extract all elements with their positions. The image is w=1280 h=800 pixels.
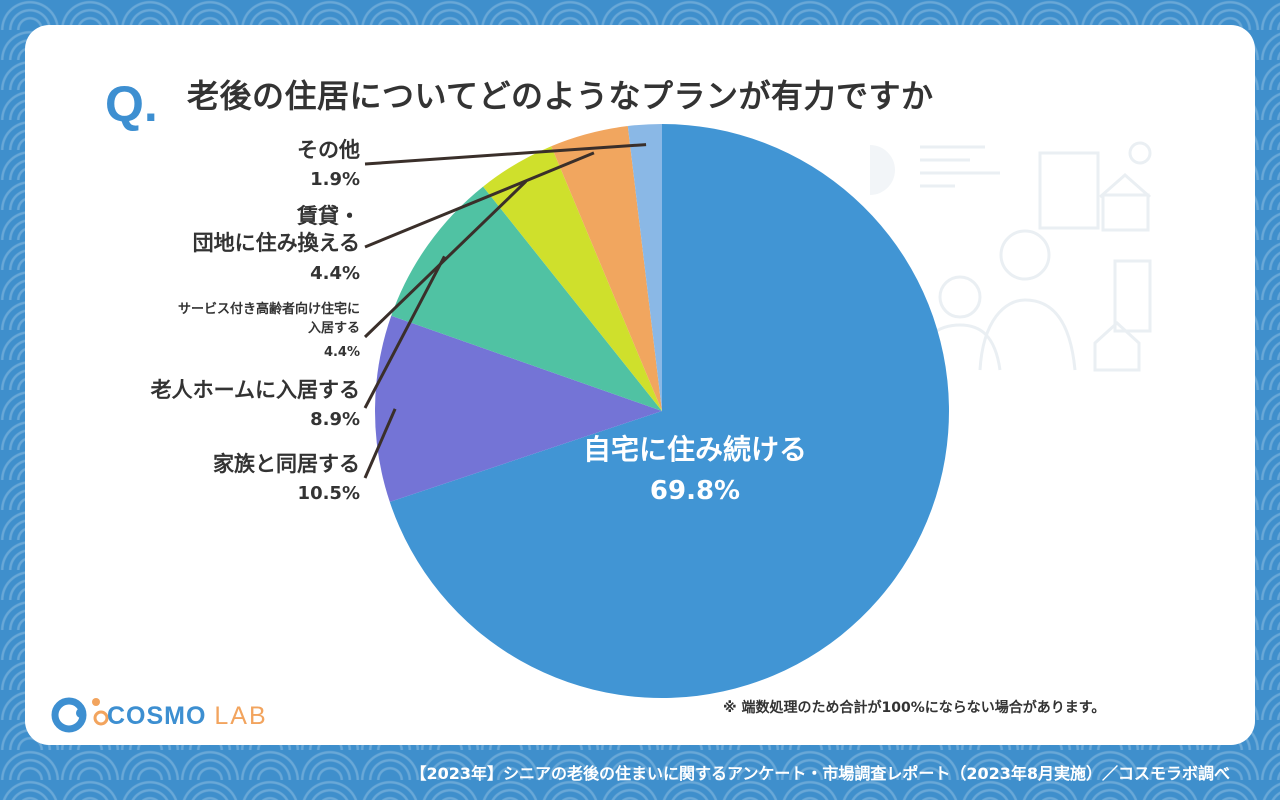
label-rental-name-2: 団地に住み換える bbox=[192, 231, 360, 256]
decorative-illustration bbox=[870, 141, 1152, 372]
label-other-name: その他 bbox=[297, 138, 360, 162]
pie-slice-5 bbox=[627, 124, 662, 411]
label-rental: 賃貸・ 団地に住み換える 4.4% bbox=[193, 203, 360, 285]
label-other: その他 1.9% bbox=[297, 137, 360, 192]
leader-line-slice-4 bbox=[364, 151, 595, 249]
label-family-name: 家族と同居する bbox=[213, 452, 360, 476]
label-home-name: 自宅に住み続ける bbox=[582, 433, 807, 466]
label-service-name-2: 入居する bbox=[307, 320, 360, 336]
pie-slice-0 bbox=[389, 124, 949, 699]
pie-slice-3 bbox=[483, 146, 662, 411]
leader-line-slice-3 bbox=[363, 180, 528, 339]
label-rental-name-1: 賃貸・ bbox=[297, 204, 360, 228]
rounding-note: ※ 端数処理のため合計が100%にならない場合があります。 bbox=[723, 700, 1106, 716]
label-family: 家族と同居する 10.5% bbox=[213, 451, 360, 506]
label-nursing-value: 8.9% bbox=[310, 409, 360, 431]
label-other-value: 1.9% bbox=[310, 169, 360, 191]
leader-line-slice-5 bbox=[364, 143, 647, 166]
label-rental-value: 4.4% bbox=[310, 262, 360, 284]
label-nursing-name: 老人ホームに入居する bbox=[150, 378, 360, 402]
label-nursing: 老人ホームに入居する 8.9% bbox=[151, 377, 360, 432]
pie-slice-4 bbox=[551, 126, 662, 412]
label-family-value: 10.5% bbox=[297, 483, 360, 505]
pie-chart bbox=[363, 124, 949, 699]
leader-line-slice-1 bbox=[363, 408, 397, 479]
chart-title: 老後の住居についてどのようなプランが有力ですか bbox=[187, 77, 934, 115]
question-mark: Q. bbox=[105, 76, 158, 132]
source-footer: 【2023年】シニアの老後の住まいに関するアンケート・市場調査レポート（2023… bbox=[410, 764, 1230, 783]
logo-sub: LAB bbox=[214, 702, 268, 730]
pie-slice-1 bbox=[374, 315, 662, 502]
label-service-value: 4.4% bbox=[323, 344, 360, 360]
report-card: Q. 老後の住居についてどのようなプランが有力ですか 自宅に住み続ける 69.8… bbox=[25, 25, 1255, 745]
label-service-name-1: サービス付き高齢者向け住宅に bbox=[177, 302, 360, 317]
label-home-value: 69.8% bbox=[649, 476, 741, 507]
pie-slice-2 bbox=[391, 186, 662, 411]
logo-main: COSMO bbox=[107, 702, 207, 730]
leader-line-slice-2 bbox=[363, 255, 446, 409]
label-home: 自宅に住み続ける 69.8% bbox=[545, 428, 845, 512]
label-service: サービス付き高齢者向け住宅に 入居する 4.4% bbox=[178, 301, 360, 362]
cosmo-lab-logo-icon bbox=[51, 697, 109, 733]
cosmo-lab-logo: COSMO LAB bbox=[107, 702, 268, 731]
